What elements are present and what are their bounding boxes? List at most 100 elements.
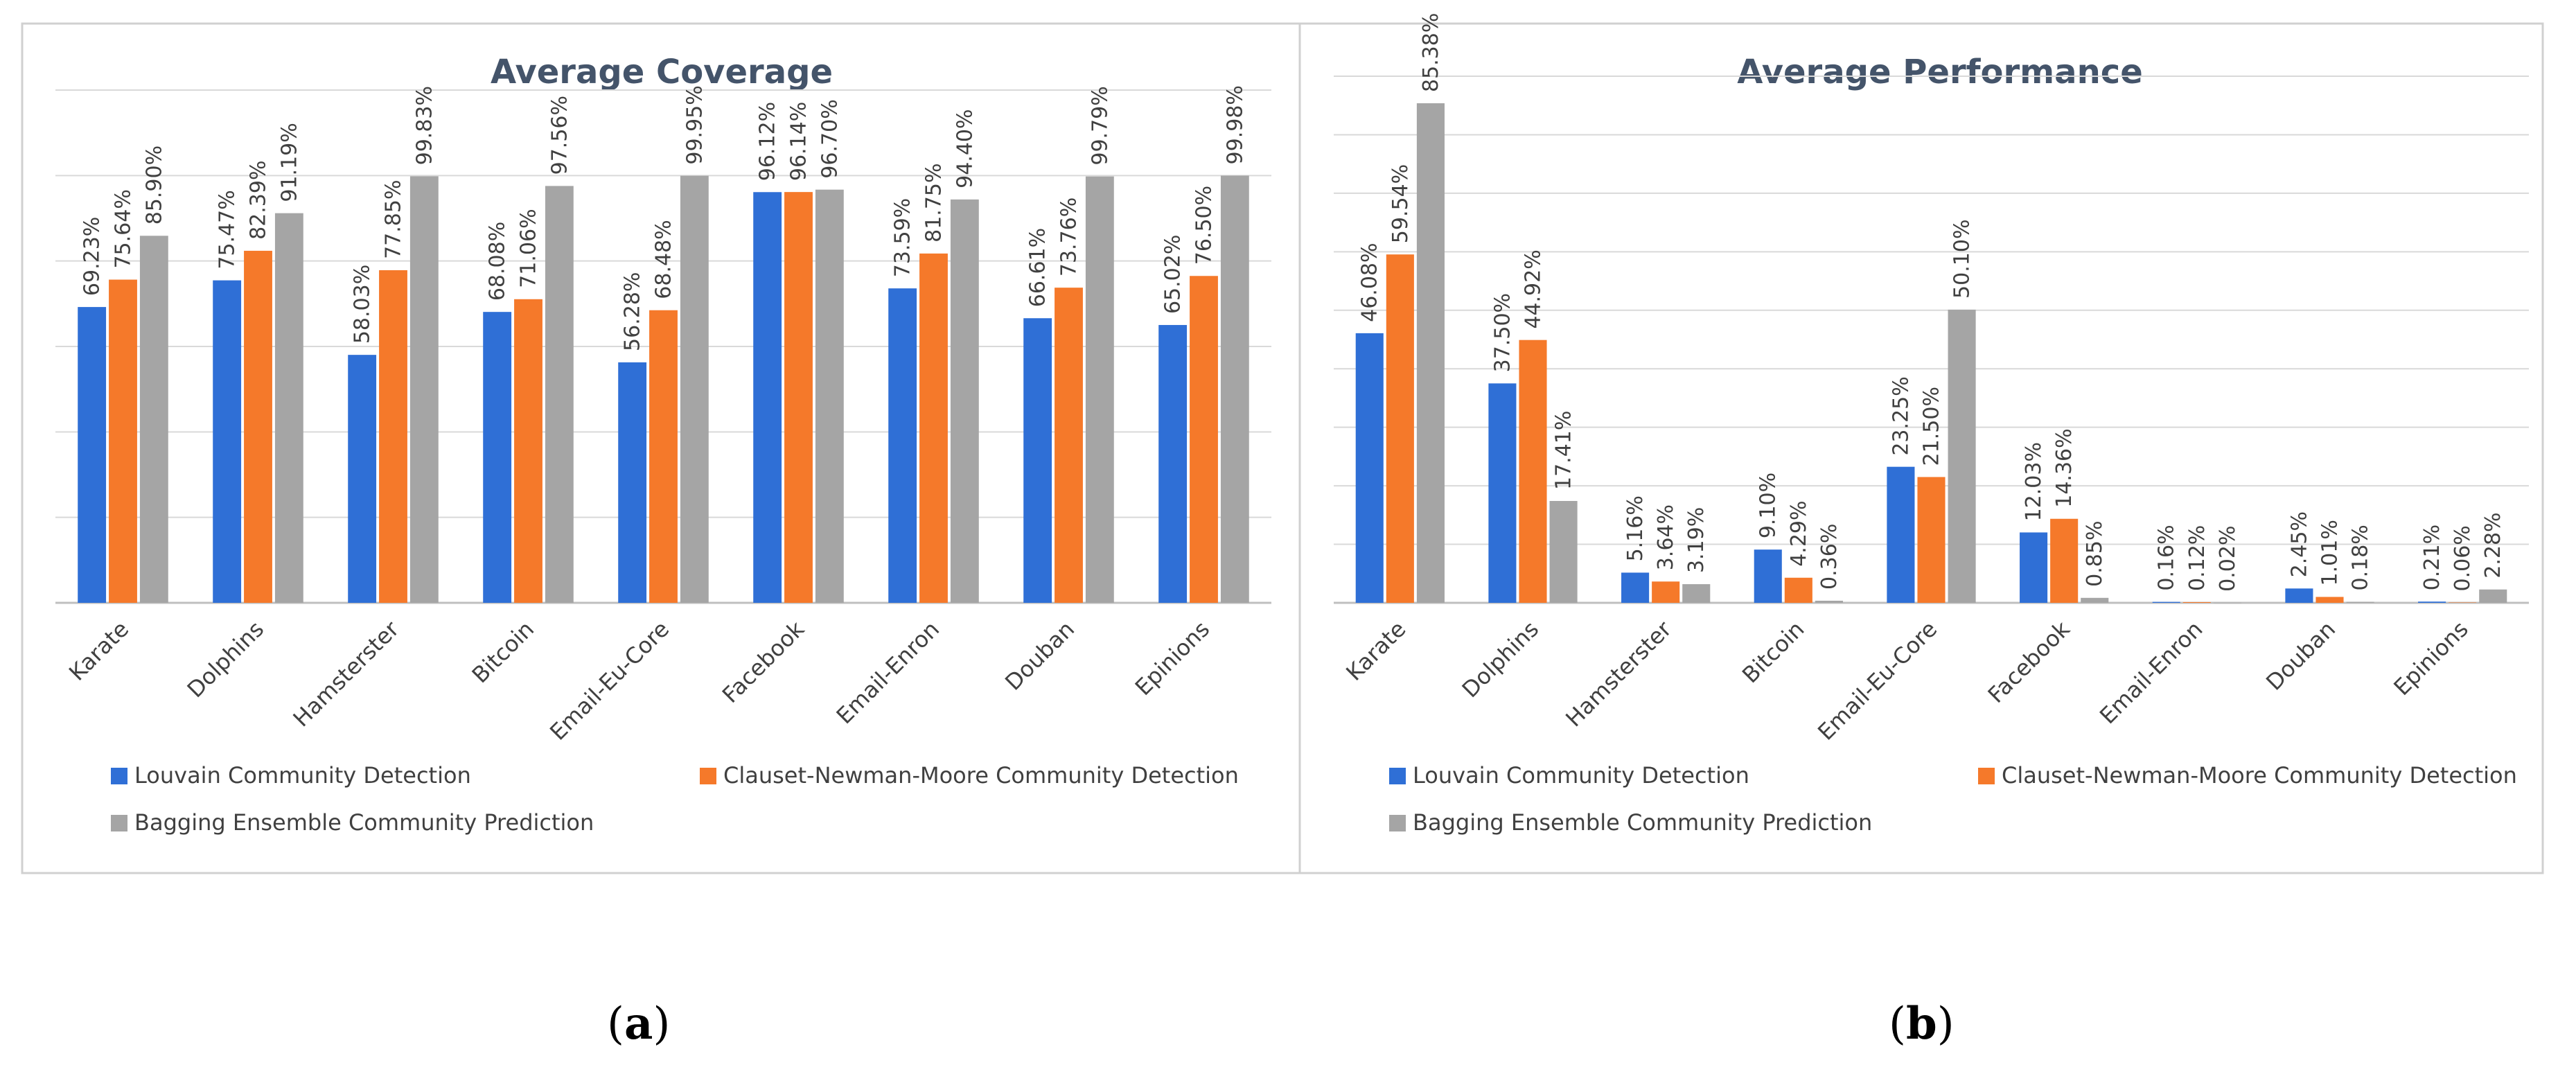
caption-a-open: ( [607, 998, 624, 1050]
performance-data-label: 59.54% [1388, 164, 1413, 243]
coverage-data-label: 65.02% [1161, 235, 1185, 314]
coverage-data-label: 77.85% [382, 180, 406, 259]
coverage-data-label: 99.79% [1088, 86, 1112, 165]
coverage-bar-douban-clauset [1055, 288, 1083, 603]
performance-legend-swatch [1978, 768, 1995, 784]
performance-data-label: 44.92% [1521, 249, 1546, 328]
coverage-data-label: 66.61% [1026, 228, 1050, 307]
performance-data-label: 9.10% [1756, 473, 1781, 538]
performance-bar-facebook-louvain [2020, 532, 2048, 603]
coverage-bar-bitcoin-louvain [483, 312, 512, 603]
coverage-data-label: 94.40% [953, 109, 977, 188]
coverage-legend-swatch [111, 815, 127, 831]
performance-data-label: 4.29% [1787, 500, 1811, 566]
performance-bar-dolphins-clauset [1519, 340, 1547, 603]
performance-data-label: 85.38% [1419, 13, 1443, 92]
performance-bar-karate-louvain [1355, 333, 1384, 603]
performance-bar-epinions-louvain [2418, 601, 2446, 603]
coverage-bar-douban-louvain [1023, 318, 1052, 603]
performance-data-label: 0.06% [2451, 525, 2475, 591]
coverage-data-label: 75.64% [112, 189, 136, 268]
coverage-data-label: 96.14% [787, 102, 811, 181]
coverage-data-label: 73.76% [1057, 197, 1082, 276]
coverage-data-label: 76.50% [1192, 186, 1217, 265]
performance-bar-douban-clauset [2315, 597, 2344, 603]
performance-data-label: 23.25% [1889, 376, 1913, 455]
performance-bar-epinions-clauset [2449, 602, 2477, 603]
performance-data-label: 2.28% [2481, 512, 2505, 578]
coverage-data-label: 58.03% [351, 265, 375, 344]
performance-data-label: 3.64% [1654, 504, 1678, 570]
performance-title: Average Performance [1737, 53, 2143, 91]
coverage-data-label: 99.83% [412, 86, 436, 165]
performance-legend-swatch [1389, 815, 1406, 831]
performance-data-label: 0.18% [2349, 525, 2373, 590]
performance-data-label: 1.01% [2318, 520, 2343, 586]
coverage-data-label: 91.19% [277, 123, 301, 202]
coverage-bar-epinions-bagging [1220, 175, 1249, 603]
coverage-bar-douban-bagging [1085, 176, 1114, 604]
coverage-legend-swatch [111, 768, 127, 784]
performance-bar-bitcoin-bagging [1815, 600, 1843, 603]
coverage-bar-facebook-clauset [784, 192, 813, 603]
performance-data-label: 0.02% [2216, 526, 2240, 592]
coverage-bar-epinions-louvain [1158, 325, 1188, 603]
coverage-bar-email-enron-clauset [919, 253, 948, 603]
coverage-bar-dolphins-bagging [274, 213, 303, 604]
performance-data-label: 17.41% [1552, 411, 1576, 490]
performance-data-label: 0.16% [2155, 525, 2179, 590]
performance-bar-email-eu-core-louvain [1887, 466, 1915, 603]
coverage-data-label: 81.75% [922, 163, 946, 242]
caption-b: (b) [1889, 998, 1955, 1050]
coverage-bar-facebook-louvain [753, 192, 782, 603]
coverage-bar-dolphins-louvain [213, 280, 242, 603]
performance-bar-bitcoin-clauset [1784, 577, 1812, 603]
caption-a: (a) [607, 998, 670, 1050]
coverage-data-label: 68.08% [486, 222, 510, 301]
coverage-bar-karate-clauset [109, 279, 137, 603]
coverage-bar-hamsterster-clauset [379, 270, 407, 603]
coverage-data-label: 85.90% [142, 146, 166, 225]
coverage-data-label: 75.47% [215, 190, 240, 269]
coverage-data-label: 69.23% [80, 217, 105, 296]
coverage-data-label: 96.70% [818, 99, 842, 178]
performance-bar-hamsterster-clauset [1652, 581, 1680, 603]
caption-b-open: ( [1889, 998, 1906, 1050]
performance-data-label: 0.12% [2185, 525, 2209, 591]
performance-data-label: 12.03% [2022, 442, 2046, 521]
coverage-bar-email-eu-core-louvain [618, 362, 647, 603]
performance-legend-label: Louvain Community Detection [1413, 762, 1749, 789]
coverage-bar-hamsterster-louvain [348, 355, 377, 603]
coverage-title: Average Coverage [491, 53, 833, 91]
coverage-data-label: 56.28% [621, 272, 645, 351]
coverage-bar-karate-bagging [139, 236, 168, 603]
caption-b-letter: b [1905, 998, 1937, 1050]
performance-bar-email-eu-core-clauset [1917, 477, 1946, 603]
coverage-bar-hamsterster-bagging [409, 176, 439, 604]
coverage-legend-label: Clauset-Newman-Moore Community Detection [723, 762, 1239, 789]
performance-data-label: 46.08% [1358, 243, 1382, 322]
coverage-bar-email-enron-louvain [888, 288, 917, 603]
performance-legend-label: Clauset-Newman-Moore Community Detection [2002, 762, 2517, 789]
coverage-data-label: 68.48% [652, 220, 676, 299]
coverage-legend-label: Bagging Ensemble Community Prediction [134, 809, 594, 836]
performance-bar-douban-louvain [2285, 588, 2313, 603]
coverage-data-label: 99.95% [682, 85, 707, 164]
performance-bar-douban-bagging [2346, 601, 2374, 603]
performance-data-label: 5.16% [1623, 495, 1648, 561]
coverage-bar-email-enron-bagging [950, 199, 979, 603]
coverage-data-label: 97.56% [547, 96, 572, 175]
coverage-bar-epinions-clauset [1190, 276, 1218, 603]
coverage-data-label: 82.39% [247, 161, 271, 240]
performance-bar-facebook-clauset [2050, 518, 2079, 603]
performance-bar-email-enron-clauset [2182, 601, 2211, 603]
performance-bar-karate-clauset [1386, 254, 1414, 603]
performance-bar-hamsterster-louvain [1621, 572, 1650, 603]
coverage-bar-karate-louvain [78, 307, 107, 603]
performance-data-label: 0.85% [2083, 521, 2107, 587]
performance-data-label: 2.45% [2287, 511, 2311, 577]
performance-legend-label: Bagging Ensemble Community Prediction [1413, 809, 1872, 836]
coverage-data-label: 99.98% [1223, 85, 1247, 164]
performance-data-label: 3.19% [1684, 507, 1709, 573]
coverage-bar-email-eu-core-bagging [680, 175, 709, 603]
